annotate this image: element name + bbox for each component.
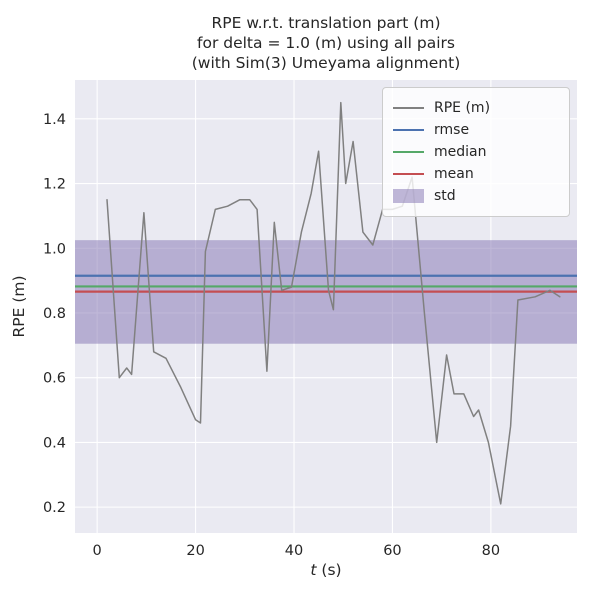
- legend-swatch-color: [393, 189, 424, 203]
- y-tick-label: 1.2: [43, 177, 66, 193]
- legend-line-swatch: [393, 129, 424, 131]
- legend-item-median: median: [393, 143, 557, 161]
- legend-swatch-color: [393, 107, 424, 109]
- legend-item-std: std: [393, 187, 557, 205]
- legend-swatch-color: [393, 151, 424, 153]
- y-tick-label: 1.0: [43, 241, 66, 257]
- legend-swatch-color: [393, 129, 424, 131]
- y-tick-label: 0.4: [43, 435, 66, 451]
- x-tick-label: 20: [186, 543, 204, 559]
- y-axis-label: RPE (m): [10, 275, 28, 337]
- chart-title: RPE w.r.t. translation part (m) for delt…: [75, 13, 577, 73]
- legend-swatch-color: [393, 173, 424, 175]
- legend-label: rmse: [434, 122, 470, 138]
- x-axis-label: t (s): [310, 561, 341, 579]
- y-tick-label: 0.8: [43, 306, 66, 322]
- rpe-series-line: [106, 101, 561, 505]
- legend: RPE (m) rmse median mean std: [382, 87, 570, 217]
- legend-line-swatch: [393, 173, 424, 175]
- legend-label: median: [434, 144, 487, 160]
- y-tick-label: 0.6: [43, 371, 66, 387]
- legend-label: mean: [434, 166, 474, 182]
- chart-title-line-1: RPE w.r.t. translation part (m): [211, 14, 441, 32]
- x-tick-label: 80: [482, 543, 500, 559]
- legend-item-mean: mean: [393, 165, 557, 183]
- y-tick-label: 1.4: [43, 112, 66, 128]
- chart-title-line-2: for delta = 1.0 (m) using all pairs: [197, 34, 455, 52]
- legend-patch-swatch: [393, 189, 424, 203]
- x-tick-label: 40: [285, 543, 303, 559]
- legend-item-rmse: rmse: [393, 121, 557, 139]
- legend-line-swatch: [393, 107, 424, 109]
- x-tick-label: 60: [383, 543, 401, 559]
- legend-label: std: [434, 188, 456, 204]
- x-tick-label: 0: [93, 543, 102, 559]
- legend-label: RPE (m): [434, 100, 491, 116]
- legend-line-swatch: [393, 151, 424, 153]
- legend-item-rpe-m-: RPE (m): [393, 99, 557, 117]
- chart-title-line-3: (with Sim(3) Umeyama alignment): [191, 54, 461, 72]
- y-tick-label: 0.2: [43, 500, 66, 516]
